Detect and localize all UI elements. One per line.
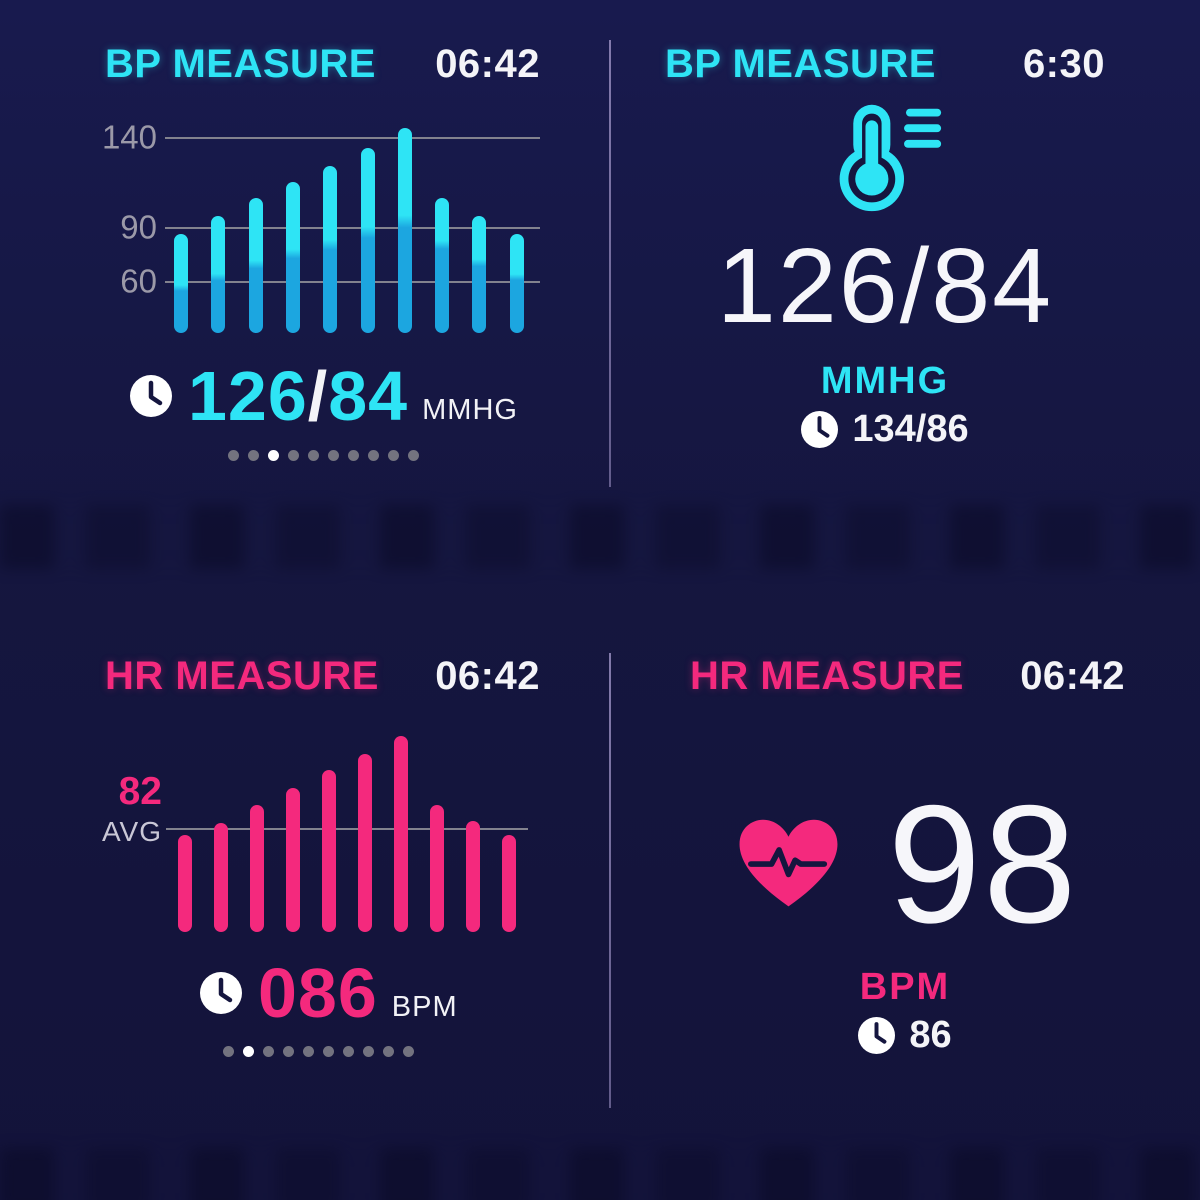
bp-reading-unit: MMHG xyxy=(422,394,518,426)
bp-page-indicator xyxy=(228,450,419,461)
hr-current-title: HR MEASURE xyxy=(690,654,964,698)
heart-pulse-icon xyxy=(732,815,845,914)
hr-chart-time: 06:42 xyxy=(435,654,540,698)
hr-page-dot xyxy=(303,1046,314,1057)
hr-current-unit: BPM xyxy=(859,966,951,1008)
hr-last-reading-row: 86 xyxy=(640,1016,1170,1054)
bp-bar xyxy=(248,198,263,334)
hr-bar xyxy=(286,788,300,933)
hr-current-header: HR MEASURE 06:42 xyxy=(690,656,1125,696)
hr-page-dot xyxy=(383,1046,394,1057)
hr-chart-header: HR MEASURE 06:42 xyxy=(105,656,540,696)
bp-bar xyxy=(285,182,300,334)
clock-icon xyxy=(130,375,172,417)
thermometer-icon xyxy=(640,100,1130,214)
hr-current-display: 98 xyxy=(640,780,1170,948)
bp-bar xyxy=(397,128,412,334)
hr-average-line xyxy=(166,828,528,830)
hr-bar xyxy=(502,835,516,933)
bp-current-header: BP MEASURE 6:30 xyxy=(665,44,1105,84)
bp-bar-chart: 140 90 60 xyxy=(102,118,540,334)
bp-current-value: 126/84 xyxy=(716,227,1054,345)
bp-page-dot-active xyxy=(268,450,279,461)
bp-page-dot xyxy=(288,450,299,461)
bp-page-dot xyxy=(408,450,419,461)
bp-last-reading-row: 134/86 xyxy=(640,410,1130,448)
hr-page-dot xyxy=(323,1046,334,1057)
hr-bar xyxy=(394,736,408,933)
panel-divider-top xyxy=(609,40,611,487)
hr-page-dot xyxy=(223,1046,234,1057)
bp-bar xyxy=(435,198,450,334)
hr-average-value: 82 xyxy=(118,770,162,813)
hr-bar xyxy=(466,820,480,933)
hr-bar xyxy=(214,822,228,933)
bp-axis-tick: 140 xyxy=(101,118,157,156)
clock-icon xyxy=(858,1016,896,1054)
bp-axis-tick: 60 xyxy=(120,262,157,300)
bp-reading-slash: / xyxy=(307,357,329,435)
hr-chart-reading: 086 BPM xyxy=(200,958,458,1028)
bp-page-dot xyxy=(248,450,259,461)
hr-bar-chart xyxy=(166,730,528,935)
hr-current-value: 98 xyxy=(887,770,1079,958)
hr-page-dot-active xyxy=(243,1046,254,1057)
bp-chart-reading: 126 / 84 MMHG xyxy=(130,361,518,431)
background-artifact-band xyxy=(0,1148,1200,1200)
bp-current-time: 6:30 xyxy=(1022,42,1105,86)
hr-bar xyxy=(358,754,372,933)
clock-icon xyxy=(200,972,242,1014)
hr-average-caption: AVG xyxy=(101,816,162,847)
bp-page-dot xyxy=(308,450,319,461)
hr-bar xyxy=(430,804,444,933)
hr-bar xyxy=(322,770,336,933)
bp-gridline-60: 60 xyxy=(120,265,540,298)
clock-icon xyxy=(801,410,839,448)
bp-page-dot xyxy=(228,450,239,461)
bp-gridline-90: 90 xyxy=(120,211,540,244)
hr-bar xyxy=(250,804,264,933)
hr-page-dot xyxy=(363,1046,374,1057)
bp-bar xyxy=(323,165,338,334)
bp-last-reading: 134/86 xyxy=(852,408,969,450)
bp-page-dot xyxy=(368,450,379,461)
bp-chart-header: BP MEASURE 06:42 xyxy=(105,44,540,84)
hr-reading-unit: BPM xyxy=(391,991,458,1023)
hr-reading-value: 086 xyxy=(258,954,378,1032)
panel-divider-bottom xyxy=(609,653,611,1108)
hr-last-reading: 86 xyxy=(909,1014,952,1056)
hr-page-dot xyxy=(343,1046,354,1057)
hr-page-dot xyxy=(263,1046,274,1057)
bp-page-dot xyxy=(388,450,399,461)
bp-reading-diastolic: 84 xyxy=(328,357,409,435)
bp-chart-time: 06:42 xyxy=(435,42,540,86)
hr-bar xyxy=(178,835,192,933)
bp-bar xyxy=(174,234,188,334)
bp-gridline-140: 140 xyxy=(102,121,540,154)
bp-chart-title: BP MEASURE xyxy=(105,42,376,86)
bp-bar xyxy=(509,234,524,334)
bp-page-dot xyxy=(328,450,339,461)
hr-page-dot xyxy=(403,1046,414,1057)
bp-axis-tick: 90 xyxy=(120,208,157,246)
bp-current-unit: MMHG xyxy=(820,360,950,402)
hr-current-time: 06:42 xyxy=(1020,654,1125,698)
background-artifact-band xyxy=(0,505,1200,569)
hr-page-indicator xyxy=(223,1046,414,1057)
bp-reading-systolic: 126 xyxy=(188,357,308,435)
bp-bar xyxy=(472,216,487,334)
hr-chart-title: HR MEASURE xyxy=(105,654,379,698)
bp-page-dot xyxy=(348,450,359,461)
bp-current-title: BP MEASURE xyxy=(665,42,936,86)
hr-average-label: 82 AVG xyxy=(98,772,162,846)
hr-page-dot xyxy=(283,1046,294,1057)
bp-bar xyxy=(360,147,375,334)
bp-bar xyxy=(211,216,226,334)
